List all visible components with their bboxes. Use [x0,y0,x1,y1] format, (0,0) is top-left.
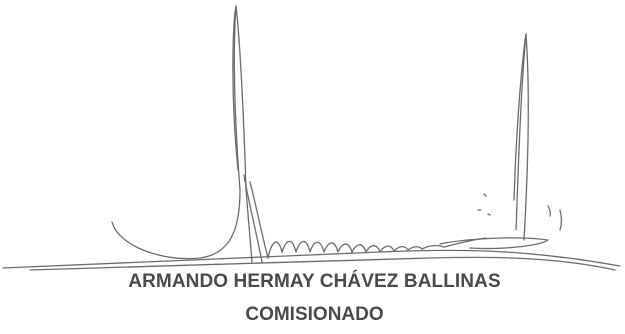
signer-title: COMISIONADO [245,304,384,325]
signer-name: ARMANDO HERMAY CHÁVEZ BALLINAS [128,271,501,292]
